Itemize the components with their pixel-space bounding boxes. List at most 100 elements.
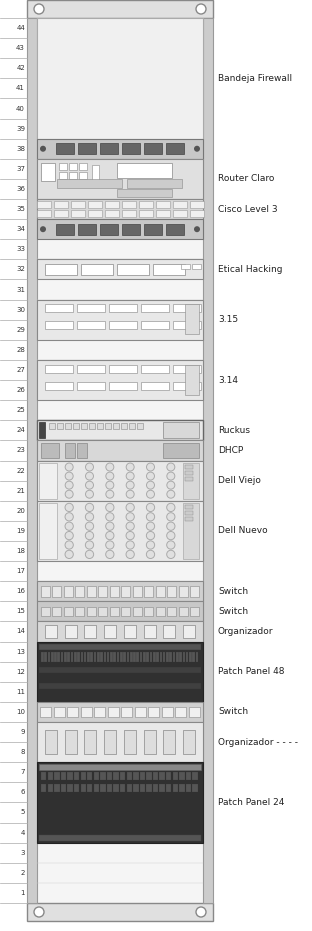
Bar	[163, 730, 175, 754]
Bar	[74, 784, 79, 792]
Text: 26: 26	[16, 387, 25, 393]
Bar	[167, 586, 176, 597]
Bar	[45, 730, 57, 754]
Circle shape	[85, 472, 94, 480]
Bar	[121, 201, 135, 208]
Bar	[79, 172, 87, 179]
Bar	[155, 201, 169, 208]
Bar	[59, 172, 67, 179]
Bar	[56, 223, 74, 235]
Bar	[53, 201, 67, 208]
Circle shape	[147, 481, 154, 489]
Bar	[179, 772, 185, 780]
Bar	[90, 652, 93, 662]
Bar	[179, 586, 188, 597]
Bar	[193, 652, 195, 662]
Bar	[51, 652, 54, 662]
Text: 29: 29	[16, 327, 25, 332]
Bar	[124, 730, 136, 754]
Bar	[27, 18, 37, 903]
Bar	[120, 772, 125, 780]
Bar	[44, 652, 47, 662]
Bar	[122, 143, 140, 155]
Bar	[109, 382, 137, 390]
Bar	[41, 784, 46, 792]
Bar	[124, 625, 136, 638]
Bar	[144, 730, 156, 754]
Bar	[189, 707, 200, 717]
Text: 3.15: 3.15	[218, 316, 238, 324]
Circle shape	[85, 513, 94, 521]
Bar	[186, 652, 188, 662]
Text: 24: 24	[16, 427, 25, 433]
Bar	[113, 424, 119, 429]
Bar	[137, 424, 143, 429]
Bar	[156, 652, 159, 662]
Text: 3.14: 3.14	[218, 375, 238, 385]
Text: 43: 43	[16, 46, 25, 51]
Bar	[41, 607, 50, 616]
Circle shape	[65, 513, 73, 521]
Circle shape	[106, 472, 114, 480]
Bar	[110, 607, 119, 616]
Bar	[203, 18, 213, 903]
Text: Patch Panel 24: Patch Panel 24	[218, 798, 284, 807]
Bar	[57, 179, 122, 188]
Bar	[189, 652, 192, 662]
Bar	[114, 784, 119, 792]
Text: 3: 3	[21, 850, 25, 856]
Bar	[37, 501, 203, 561]
Bar	[105, 424, 111, 429]
Text: 31: 31	[16, 287, 25, 292]
Bar	[73, 424, 79, 429]
Bar	[84, 730, 96, 754]
Text: 23: 23	[16, 448, 25, 453]
Text: 30: 30	[16, 306, 25, 313]
Bar	[186, 772, 191, 780]
Bar	[185, 365, 199, 395]
Bar	[53, 210, 67, 217]
Bar	[136, 652, 139, 662]
Bar	[121, 210, 135, 217]
Bar	[87, 772, 92, 780]
Bar	[109, 304, 137, 313]
Bar	[94, 652, 96, 662]
Bar	[39, 423, 45, 439]
Circle shape	[167, 472, 175, 480]
Text: 42: 42	[16, 65, 25, 72]
Bar	[110, 652, 113, 662]
Bar	[166, 652, 169, 662]
Text: 5: 5	[21, 809, 25, 816]
Text: 14: 14	[16, 628, 25, 634]
Text: 34: 34	[16, 226, 25, 232]
Bar	[167, 607, 176, 616]
Bar	[37, 201, 51, 208]
Bar	[110, 586, 119, 597]
Text: Etical Hacking: Etical Hacking	[218, 265, 282, 274]
Bar	[80, 652, 83, 662]
Bar	[37, 581, 203, 601]
Bar	[139, 210, 153, 217]
Bar	[59, 163, 67, 169]
Circle shape	[126, 504, 134, 511]
Bar	[87, 586, 96, 597]
Bar	[183, 503, 199, 560]
Bar	[65, 443, 75, 457]
Text: Switch: Switch	[218, 587, 248, 596]
Circle shape	[40, 146, 46, 152]
Circle shape	[65, 532, 73, 540]
Circle shape	[65, 481, 73, 489]
Bar	[117, 652, 119, 662]
Bar	[166, 784, 172, 792]
Circle shape	[167, 522, 175, 531]
Bar	[37, 260, 203, 279]
Bar	[121, 707, 132, 717]
Bar	[121, 586, 130, 597]
Circle shape	[34, 4, 44, 14]
Text: Organizador - - - -: Organizador - - - -	[218, 737, 298, 747]
Bar	[80, 772, 86, 780]
Circle shape	[65, 491, 73, 498]
Bar	[185, 465, 193, 468]
Bar	[186, 784, 191, 792]
Bar	[77, 304, 105, 313]
